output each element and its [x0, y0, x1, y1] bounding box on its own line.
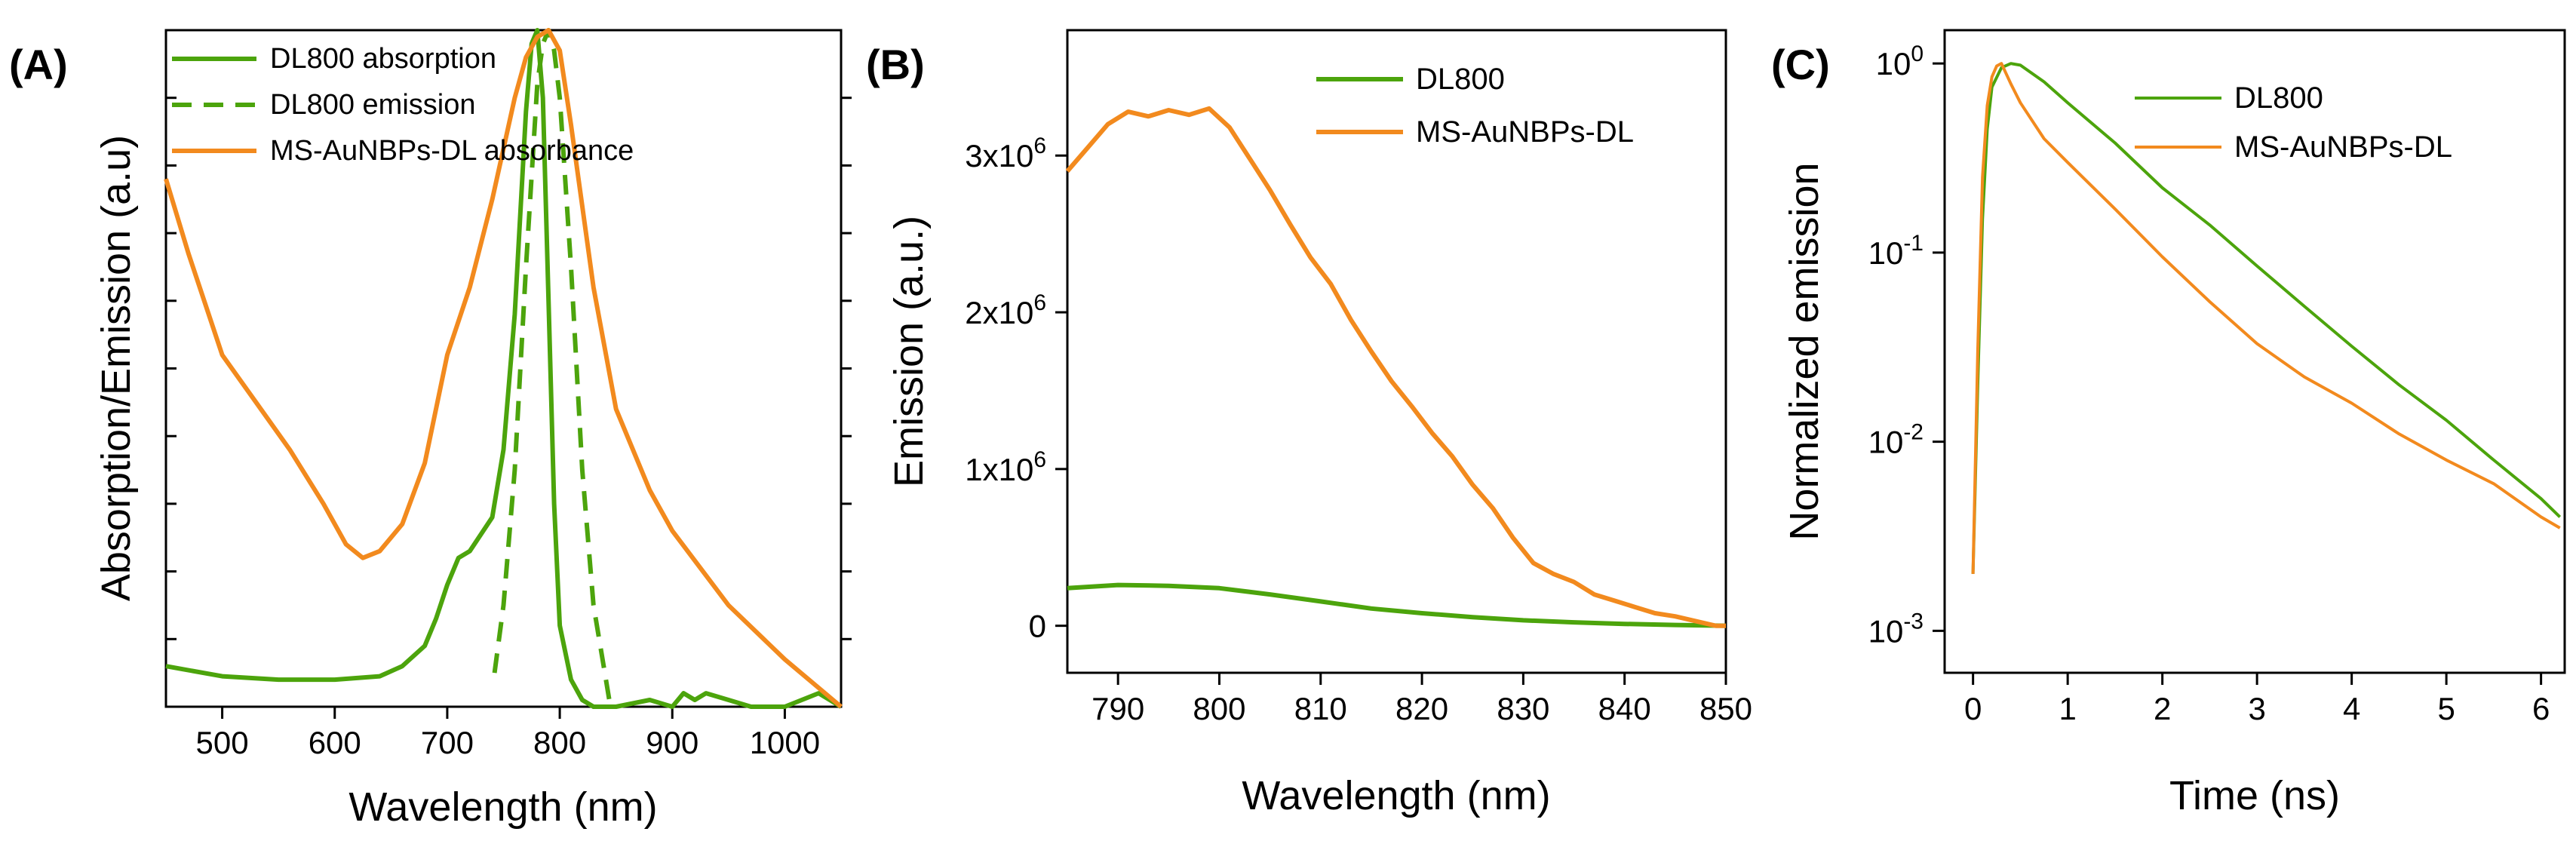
series-line-dl800-absorption — [165, 28, 843, 709]
panel-a-series — [164, 28, 843, 709]
panel-b-ticks: 790 800 810 820 830 840 850 0 1x106 2x106 3x106 — [965, 134, 1752, 726]
x-tick-label: 840 — [1598, 691, 1651, 726]
series-line-dl800 — [1067, 582, 1727, 628]
x-tick-label: 1 — [2059, 691, 2076, 726]
panel-a-y-axis-label: Absorption/Emission (a.u) — [94, 135, 139, 601]
y-tick-label: 2x106 — [965, 290, 1046, 330]
x-tick-label: 4 — [2343, 691, 2360, 726]
panel-b-legend: DL800 MS-AuNBPs-DL — [1316, 63, 1634, 149]
panel-b-frame — [1066, 29, 1727, 674]
panel-c-y-axis-label: Normalized emission — [1782, 162, 1827, 540]
series-line-ms-aunbps-dl-absorbance — [164, 28, 843, 709]
x-tick-label: 1000 — [750, 725, 820, 760]
x-tick-label: 800 — [533, 725, 586, 760]
panel-a-legend: DL800 absorption DL800 emission MS-AuNBP… — [172, 43, 634, 167]
y-tick-label: 10-3 — [1868, 609, 1924, 649]
panel-c-series — [1971, 62, 2562, 574]
x-tick-label: 6 — [2532, 691, 2550, 726]
x-tick-label: 810 — [1294, 691, 1347, 726]
series-line-ms-aunbps-dl — [1065, 106, 1726, 628]
legend-label-dl800-b: DL800 — [1416, 63, 1505, 96]
x-tick-label: 0 — [1964, 691, 1982, 726]
x-tick-label: 600 — [309, 725, 361, 760]
y-tick-label: 3x106 — [965, 134, 1046, 173]
legend-label-dl800-absorption: DL800 absorption — [270, 43, 496, 75]
x-tick-label: 900 — [646, 725, 698, 760]
panel-c-label: (C) — [1771, 41, 1830, 88]
legend-label-dl800-c: DL800 — [2234, 81, 2323, 115]
panel-b-label: (B) — [866, 41, 925, 88]
x-tick-label: 2 — [2154, 691, 2171, 726]
y-tick-label: 10-1 — [1868, 231, 1924, 271]
panel-b-y-axis-label: Emission (a.u.) — [886, 216, 932, 487]
legend-label-dl800-emission: DL800 emission — [270, 89, 475, 121]
panel-c-legend: DL800 MS-AuNBPs-DL — [2135, 81, 2452, 164]
panel-c-frame — [1943, 29, 2566, 674]
y-tick-label: 1x106 — [965, 447, 1046, 487]
series-line-dl800-emission — [492, 28, 613, 707]
legend-label-ms-aunbps-dl-absorbance: MS-AuNBPs-DL absorbance — [270, 135, 634, 167]
series-line-dl800 — [1971, 62, 2562, 574]
legend-label-ms-aunbps-dl-c: MS-AuNBPs-DL — [2234, 130, 2452, 164]
x-tick-label: 850 — [1699, 691, 1752, 726]
panel-c: (C) 0 1 2 3 4 5 6 10-3 10-2 10-1 100 Time (ns) Nor… — [1771, 29, 2566, 818]
x-tick-label: 500 — [196, 725, 249, 760]
x-tick-label: 800 — [1193, 691, 1245, 726]
panel-a-ticks: 500 600 700 800 900 1000 — [166, 97, 852, 760]
panel-b: (B) 790 800 810 820 830 840 850 0 1x106 2x106 3x10… — [866, 29, 1752, 818]
panel-a-x-axis-label: Wavelength (nm) — [348, 784, 657, 830]
y-tick-label: 0 — [1029, 609, 1046, 644]
panel-c-ticks: 0 1 2 3 4 5 6 10-3 10-2 10-1 100 — [1868, 41, 2550, 726]
x-tick-label: 700 — [421, 725, 474, 760]
x-tick-label: 830 — [1497, 691, 1549, 726]
panel-b-series — [1065, 106, 1727, 628]
panel-a-label: (A) — [9, 41, 68, 88]
x-tick-label: 3 — [2248, 691, 2265, 726]
x-tick-label: 5 — [2437, 691, 2455, 726]
legend-label-ms-aunbps-dl-b: MS-AuNBPs-DL — [1416, 115, 1634, 149]
y-tick-label: 10-2 — [1868, 420, 1924, 460]
series-line-ms-aunbps-dl — [1971, 62, 2561, 574]
panel-b-x-axis-label: Wavelength (nm) — [1242, 773, 1550, 818]
panel-a: (A) 500 600 700 800 900 1000 Wavelength (nm) … — [9, 28, 852, 830]
panel-c-x-axis-label: Time (ns) — [2169, 773, 2340, 818]
y-tick-label: 100 — [1876, 41, 1924, 81]
x-tick-label: 820 — [1395, 691, 1448, 726]
x-tick-label: 790 — [1091, 691, 1144, 726]
